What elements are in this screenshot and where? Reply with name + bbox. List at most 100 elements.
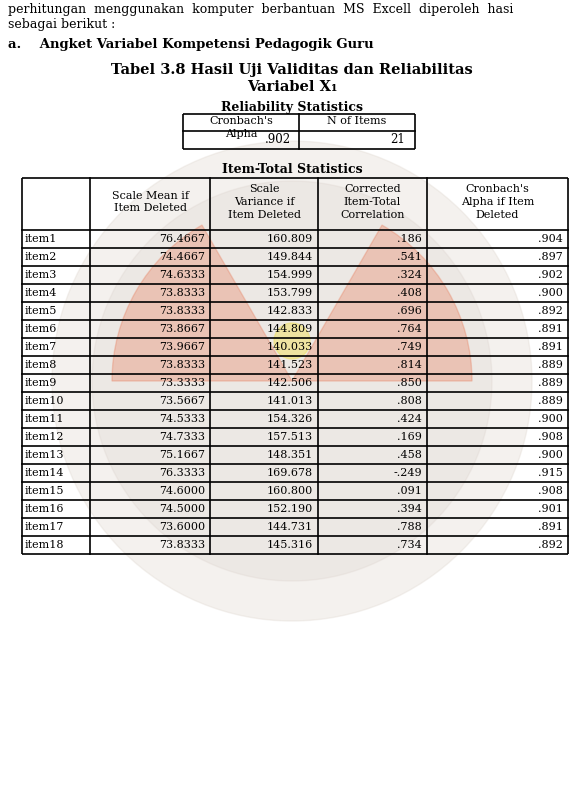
Text: .850: .850 <box>397 378 422 388</box>
Text: .091: .091 <box>397 486 422 496</box>
Text: .889: .889 <box>538 378 563 388</box>
Text: .408: .408 <box>397 288 422 298</box>
Text: item3: item3 <box>25 270 57 280</box>
Text: item2: item2 <box>25 252 57 262</box>
Circle shape <box>92 181 492 581</box>
Text: 73.9667: 73.9667 <box>159 342 205 352</box>
Text: N of Items: N of Items <box>328 116 387 126</box>
Text: Cronbach's
Alpha: Cronbach's Alpha <box>209 116 273 139</box>
Text: item14: item14 <box>25 468 64 478</box>
Text: .892: .892 <box>538 540 563 550</box>
Text: .814: .814 <box>397 360 422 370</box>
Text: 75.1667: 75.1667 <box>159 450 205 460</box>
Text: .901: .901 <box>538 504 563 514</box>
Text: 73.5667: 73.5667 <box>159 396 205 406</box>
Text: .764: .764 <box>397 324 422 334</box>
Text: item4: item4 <box>25 288 57 298</box>
Text: .900: .900 <box>538 450 563 460</box>
Text: .541: .541 <box>397 252 422 262</box>
Text: 141.523: 141.523 <box>267 360 313 370</box>
Text: item15: item15 <box>25 486 64 496</box>
Text: item5: item5 <box>25 306 57 316</box>
Text: item12: item12 <box>25 432 64 442</box>
Text: .904: .904 <box>538 234 563 244</box>
Text: 140.033: 140.033 <box>267 342 313 352</box>
Text: -.249: -.249 <box>393 468 422 478</box>
Text: Corrected
Item-Total
Correlation: Corrected Item-Total Correlation <box>340 184 405 220</box>
Text: 73.8333: 73.8333 <box>159 306 205 316</box>
Text: 73.8333: 73.8333 <box>159 540 205 550</box>
Text: .749: .749 <box>397 342 422 352</box>
Text: Cronbach's
Alpha if Item
Deleted: Cronbach's Alpha if Item Deleted <box>461 184 534 220</box>
Text: item8: item8 <box>25 360 57 370</box>
Text: .394: .394 <box>397 504 422 514</box>
Text: 76.3333: 76.3333 <box>159 468 205 478</box>
Text: .424: .424 <box>397 414 422 424</box>
Text: 21: 21 <box>390 133 405 146</box>
Text: 148.351: 148.351 <box>267 450 313 460</box>
Text: .458: .458 <box>397 450 422 460</box>
Text: .908: .908 <box>538 432 563 442</box>
Text: .891: .891 <box>538 324 563 334</box>
Text: 142.506: 142.506 <box>267 378 313 388</box>
Text: 74.5333: 74.5333 <box>159 414 205 424</box>
Text: 73.8667: 73.8667 <box>159 324 205 334</box>
Text: 145.316: 145.316 <box>267 540 313 550</box>
Wedge shape <box>112 225 292 381</box>
Text: .908: .908 <box>538 486 563 496</box>
Text: 153.799: 153.799 <box>267 288 313 298</box>
Text: item13: item13 <box>25 450 64 460</box>
Text: Scale
Variance if
Item Deleted: Scale Variance if Item Deleted <box>228 184 301 220</box>
Text: .915: .915 <box>538 468 563 478</box>
Text: 169.678: 169.678 <box>267 468 313 478</box>
Text: 74.4667: 74.4667 <box>159 252 205 262</box>
Text: 73.8333: 73.8333 <box>159 360 205 370</box>
Text: .734: .734 <box>397 540 422 550</box>
Text: 142.833: 142.833 <box>267 306 313 316</box>
Text: 154.326: 154.326 <box>267 414 313 424</box>
Text: sebagai berikut :: sebagai berikut : <box>8 18 115 31</box>
Text: item1: item1 <box>25 234 57 244</box>
Text: item6: item6 <box>25 324 57 334</box>
Text: Scale Mean if
Item Deleted: Scale Mean if Item Deleted <box>112 191 188 213</box>
Text: .902: .902 <box>538 270 563 280</box>
Text: item7: item7 <box>25 342 57 352</box>
Text: .169: .169 <box>397 432 422 442</box>
Wedge shape <box>292 225 472 381</box>
Text: 74.5000: 74.5000 <box>159 504 205 514</box>
Text: item17: item17 <box>25 522 64 532</box>
Text: a.    Angket Variabel Kompetensi Pedagogik Guru: a. Angket Variabel Kompetensi Pedagogik … <box>8 38 374 51</box>
Text: 73.6000: 73.6000 <box>159 522 205 532</box>
Text: .891: .891 <box>538 522 563 532</box>
Text: item9: item9 <box>25 378 57 388</box>
Text: Variabel X₁: Variabel X₁ <box>247 80 337 94</box>
Text: .897: .897 <box>538 252 563 262</box>
Text: 74.7333: 74.7333 <box>159 432 205 442</box>
Text: .900: .900 <box>538 414 563 424</box>
Text: 160.809: 160.809 <box>267 234 313 244</box>
Text: .892: .892 <box>538 306 563 316</box>
Text: 154.999: 154.999 <box>267 270 313 280</box>
Text: Item-Total Statistics: Item-Total Statistics <box>222 163 362 176</box>
Text: .902: .902 <box>265 133 291 146</box>
Text: item18: item18 <box>25 540 64 550</box>
Circle shape <box>52 141 532 621</box>
Text: .186: .186 <box>397 234 422 244</box>
Text: Reliability Statistics: Reliability Statistics <box>221 101 363 114</box>
Text: 141.013: 141.013 <box>267 396 313 406</box>
Text: 74.6333: 74.6333 <box>159 270 205 280</box>
Text: .788: .788 <box>397 522 422 532</box>
Text: .900: .900 <box>538 288 563 298</box>
Text: 149.844: 149.844 <box>267 252 313 262</box>
Text: .889: .889 <box>538 396 563 406</box>
Text: Tabel 3.8 Hasil Uji Validitas dan Reliabilitas: Tabel 3.8 Hasil Uji Validitas dan Reliab… <box>111 63 473 77</box>
Text: item16: item16 <box>25 504 64 514</box>
Text: item11: item11 <box>25 414 64 424</box>
Text: 144.809: 144.809 <box>267 324 313 334</box>
Text: 76.4667: 76.4667 <box>159 234 205 244</box>
Text: 152.190: 152.190 <box>267 504 313 514</box>
Text: perhitungan  menggunakan  komputer  berbantuan  MS  Excell  diperoleh  hasi: perhitungan menggunakan komputer berbant… <box>8 3 514 16</box>
Text: .696: .696 <box>397 306 422 316</box>
Text: .808: .808 <box>397 396 422 406</box>
Text: .891: .891 <box>538 342 563 352</box>
